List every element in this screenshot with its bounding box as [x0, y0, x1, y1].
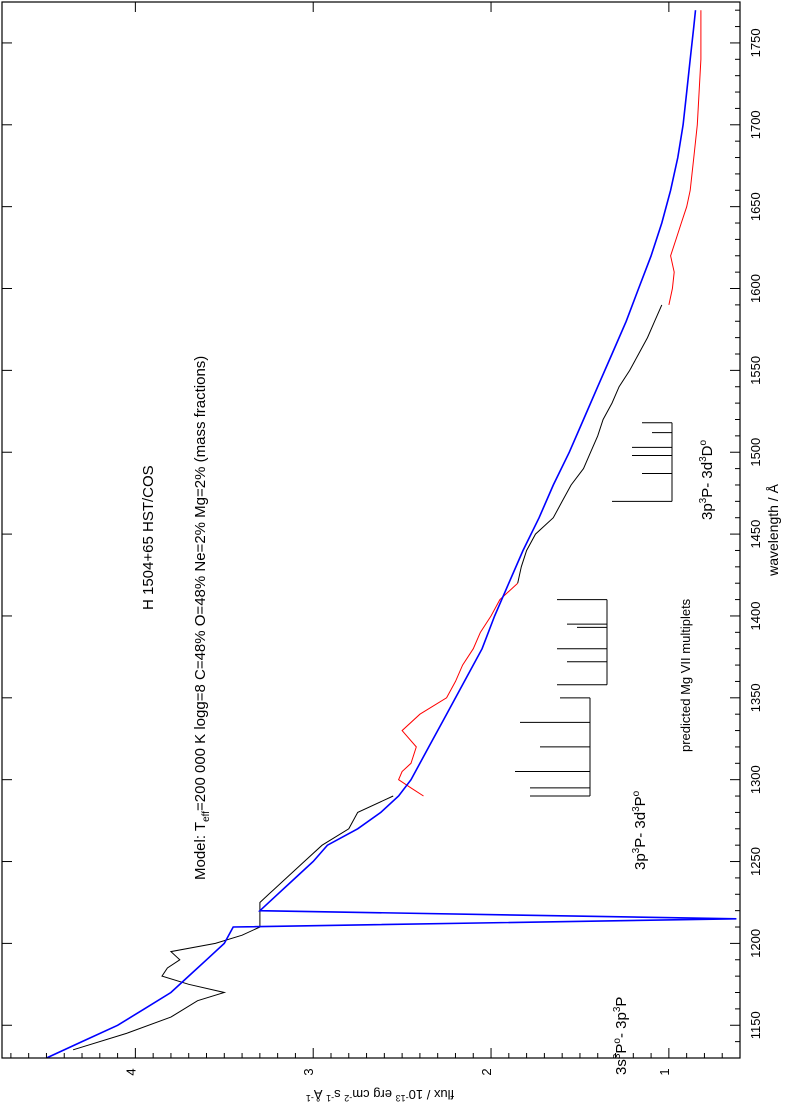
series-layer [46, 10, 737, 1059]
x-tick-label: 1650 [748, 192, 763, 221]
series-line-5 [46, 10, 737, 1059]
series-line-1 [72, 795, 394, 1051]
x-tick-label: 1500 [748, 438, 763, 467]
series-line-3 [517, 304, 663, 584]
x-tick-label: 1550 [748, 356, 763, 385]
model-label: Model: Teff=200 000 K logg=8 C=48% O=48%… [192, 356, 212, 880]
x-tick-label: 1150 [748, 1011, 763, 1039]
x-axis-ticks: 1150 1200 1250 1300 1350 1400 1450 1500 1550 1600… [2, 9, 763, 1043]
x-tick-label: 1250 [748, 847, 763, 876]
chart-title: H 1504+65 HST/COS [140, 465, 157, 610]
y-tick-label: 2 [479, 1068, 494, 1075]
x-tick-label: 1350 [748, 683, 763, 712]
x-tick-label: 1700 [748, 110, 763, 139]
series-line-2 [397, 582, 519, 797]
multiplet-caption: predicted Mg VII multiplets [678, 598, 693, 752]
x-tick-label: 1450 [748, 520, 763, 549]
x-tick-label: 1300 [748, 765, 763, 794]
plot-frame [1, 1, 741, 1059]
multiplet-label-3: 3p3P- 3d3Do [698, 439, 716, 520]
x-axis-label: wavelength / Å [765, 483, 781, 576]
y-axis-ticks: 1 2 3 4 [10, 2, 723, 1076]
y-axis-label: flux / 10-13 erg cm-2 s-1 Å-1 [306, 1087, 454, 1103]
x-tick-label: 1200 [748, 929, 763, 958]
y-tick-label: 1 [657, 1068, 672, 1075]
series-line-4 [668, 10, 702, 306]
y-tick-label: 3 [301, 1068, 316, 1075]
x-tick-label: 1750 [748, 28, 763, 57]
y-tick-label: 4 [123, 1068, 138, 1075]
multiplet-label-2: 3p3P- 3d3Po [631, 790, 649, 870]
x-tick-label: 1600 [748, 274, 763, 303]
multiplet-markers [515, 422, 673, 797]
multiplet-label-1: 3s3Po- 3p3P [612, 997, 630, 1075]
x-tick-label: 1400 [748, 602, 763, 631]
